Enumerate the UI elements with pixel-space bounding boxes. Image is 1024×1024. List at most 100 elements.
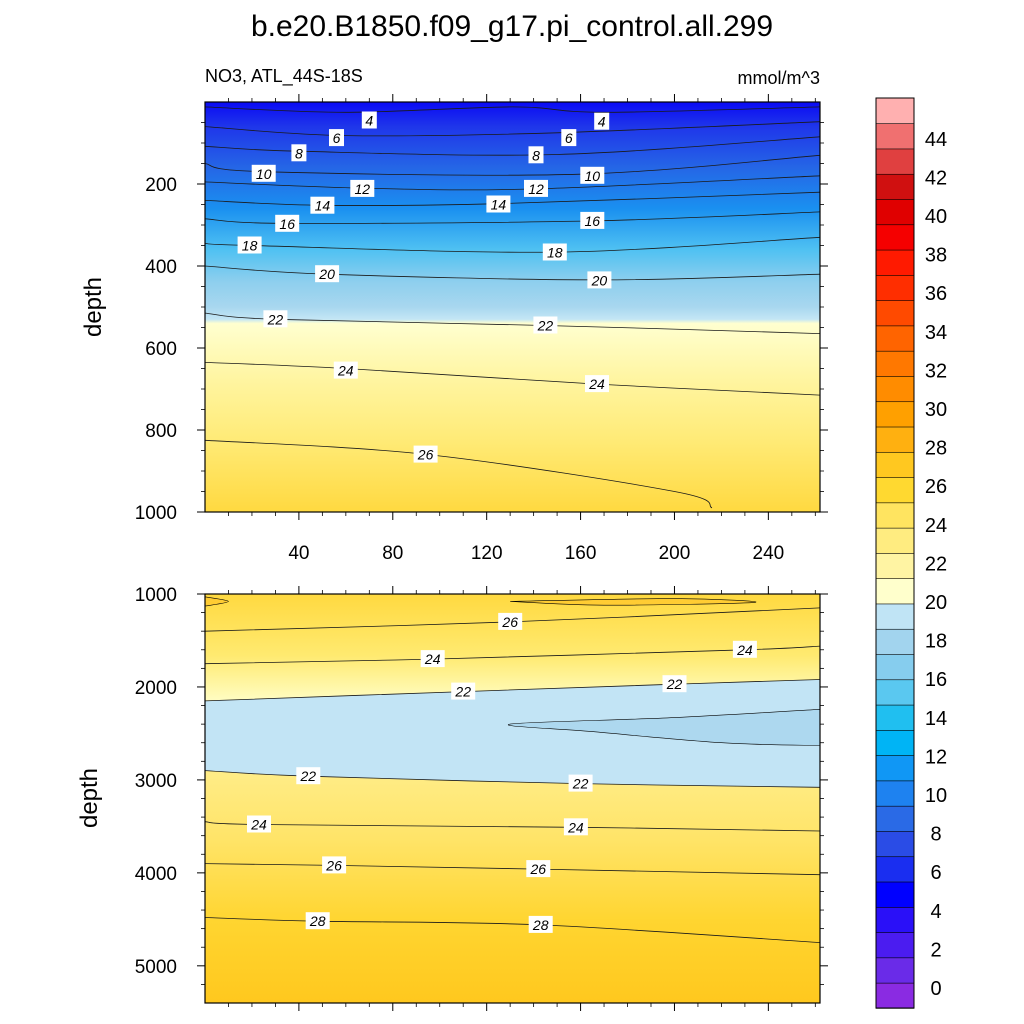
colorbar-swatch [875, 552, 915, 579]
contour-label-6: 6 [565, 130, 573, 146]
colorbar-tick-label: 40 [925, 206, 947, 228]
contour-label-18: 18 [547, 245, 563, 261]
lower-ylabel: depth [76, 768, 103, 828]
colorbar-swatch [875, 476, 915, 504]
contour-label-box [451, 682, 476, 700]
contour-label-28: 28 [532, 917, 549, 933]
contour-label-box [315, 265, 340, 283]
contour-label-24: 24 [567, 819, 584, 835]
contour-label-16: 16 [279, 216, 295, 232]
contour-label-22: 22 [666, 676, 683, 692]
contour-label-box [291, 144, 307, 162]
contour-label-4: 4 [598, 114, 606, 130]
contour-label-box [524, 179, 548, 197]
colorbar-swatch [875, 830, 915, 858]
upper-panel-fill [205, 102, 820, 512]
contour-label-box [361, 111, 377, 129]
contour-label-26: 26 [417, 447, 434, 463]
upper-contour-labels: 4 4 6 6 8 8 10 10 12 12 14 14 16 16 18 18 20 20 22 22 24 24 26 [237, 111, 612, 463]
colorbar-tick-label: 16 [925, 669, 947, 691]
colorbar-swatch [875, 224, 915, 251]
contour-label-box [333, 361, 358, 379]
contour-label-box [296, 767, 321, 785]
colorbar-swatch [875, 931, 915, 959]
contour-label-box [585, 375, 609, 393]
contour-label-24: 24 [424, 651, 441, 667]
colorbar-swatch [875, 350, 915, 377]
contour-label-24: 24 [337, 363, 354, 379]
contour-label-8: 8 [532, 147, 540, 163]
contour-label-box [350, 179, 375, 197]
colorbar-swatch [875, 704, 915, 731]
upper-contour-lines [205, 106, 820, 509]
colorbar-swatch [875, 780, 915, 807]
upper-contour-10-3 [205, 154, 820, 176]
upper-contour-26-11 [205, 439, 713, 509]
upper-contour-16-6 [205, 211, 820, 224]
colorbar-tick-label: 30 [925, 399, 947, 421]
lower-blue-band [205, 679, 820, 788]
y-tick-label: 200 [145, 175, 177, 196]
y-tick-label: 600 [145, 339, 177, 360]
contour-label-box [568, 774, 593, 792]
upper-contour-22-9 [205, 312, 820, 334]
contour-label-box [329, 129, 344, 147]
colorbar-tick-label: 26 [925, 476, 947, 498]
colorbar-swatch [875, 527, 915, 554]
x-tick-label: 80 [382, 543, 403, 564]
chart-title: b.e20.B1850.f09_g17.pi_control.all.299 [251, 10, 773, 43]
contour-label-24: 24 [588, 376, 605, 392]
contour-label-10: 10 [256, 166, 272, 182]
lower-contour-labels: 26 24 24 22 22 22 22 24 24 26 26 28 28 [247, 612, 757, 933]
upper-axes: 40 80 120 160 200 240 200 400 600 800 1000 [135, 94, 828, 564]
contour-label-box [413, 445, 438, 463]
contour-label-26: 26 [501, 614, 518, 630]
contour-label-box [237, 236, 262, 254]
colorbar-swatch [875, 198, 915, 226]
contour-label-16: 16 [585, 213, 601, 229]
upper-contour-8-2 [205, 136, 820, 156]
contour-label-20: 20 [318, 266, 335, 282]
y-tick-label: 1000 [135, 585, 177, 606]
contour-label-12: 12 [355, 181, 371, 197]
contour-label-box [251, 164, 276, 182]
contour-label-box [594, 112, 610, 130]
colorbar-swatch [875, 729, 915, 756]
contour-label-10: 10 [585, 168, 601, 184]
contour-label-14: 14 [315, 198, 331, 214]
upper-contour-14-5 [205, 191, 820, 207]
contour-label-box [662, 675, 687, 693]
contour-label-26: 26 [325, 857, 342, 873]
colorbar-swatch [875, 426, 915, 453]
colorbar-tick-label: 4 [930, 901, 941, 923]
colorbar-tick-label: 0 [930, 978, 941, 1000]
colorbar-swatch [875, 653, 915, 681]
colorbar-swatch [875, 299, 915, 327]
colorbar-swatch [875, 375, 915, 403]
lower-contour-24-1 [205, 645, 820, 665]
contour-label-22: 22 [267, 311, 284, 327]
lower-contour-22-2 [205, 679, 820, 702]
units-label: mmol/m^3 [738, 68, 820, 88]
colorbar-tick-label: 44 [925, 129, 947, 151]
colorbar-swatch [875, 957, 915, 984]
colorbar-swatch [875, 401, 915, 428]
upper-contour-4-0 [205, 106, 820, 113]
lower-top-left-lens [205, 596, 229, 607]
colorbar-swatch [875, 325, 915, 352]
colorbar-tick-label: 34 [925, 322, 947, 344]
colorbar-swatch [875, 274, 915, 301]
colorbar-tick-label: 6 [930, 862, 941, 884]
colorbar-swatch [875, 249, 915, 276]
colorbar-swatch [875, 148, 915, 175]
colorbar-swatch [875, 856, 915, 883]
lower-contour-24-4 [205, 821, 820, 832]
contour-label-22: 22 [300, 768, 317, 784]
upper-contour-20-8 [205, 265, 820, 281]
upper-contour-12-4 [205, 175, 820, 191]
contour-label-box [498, 612, 523, 630]
upper-contour-6-1 [205, 121, 820, 137]
contour-label-box [542, 243, 567, 261]
colorbar-frame [875, 97, 915, 1009]
contour-label-20: 20 [591, 272, 608, 288]
